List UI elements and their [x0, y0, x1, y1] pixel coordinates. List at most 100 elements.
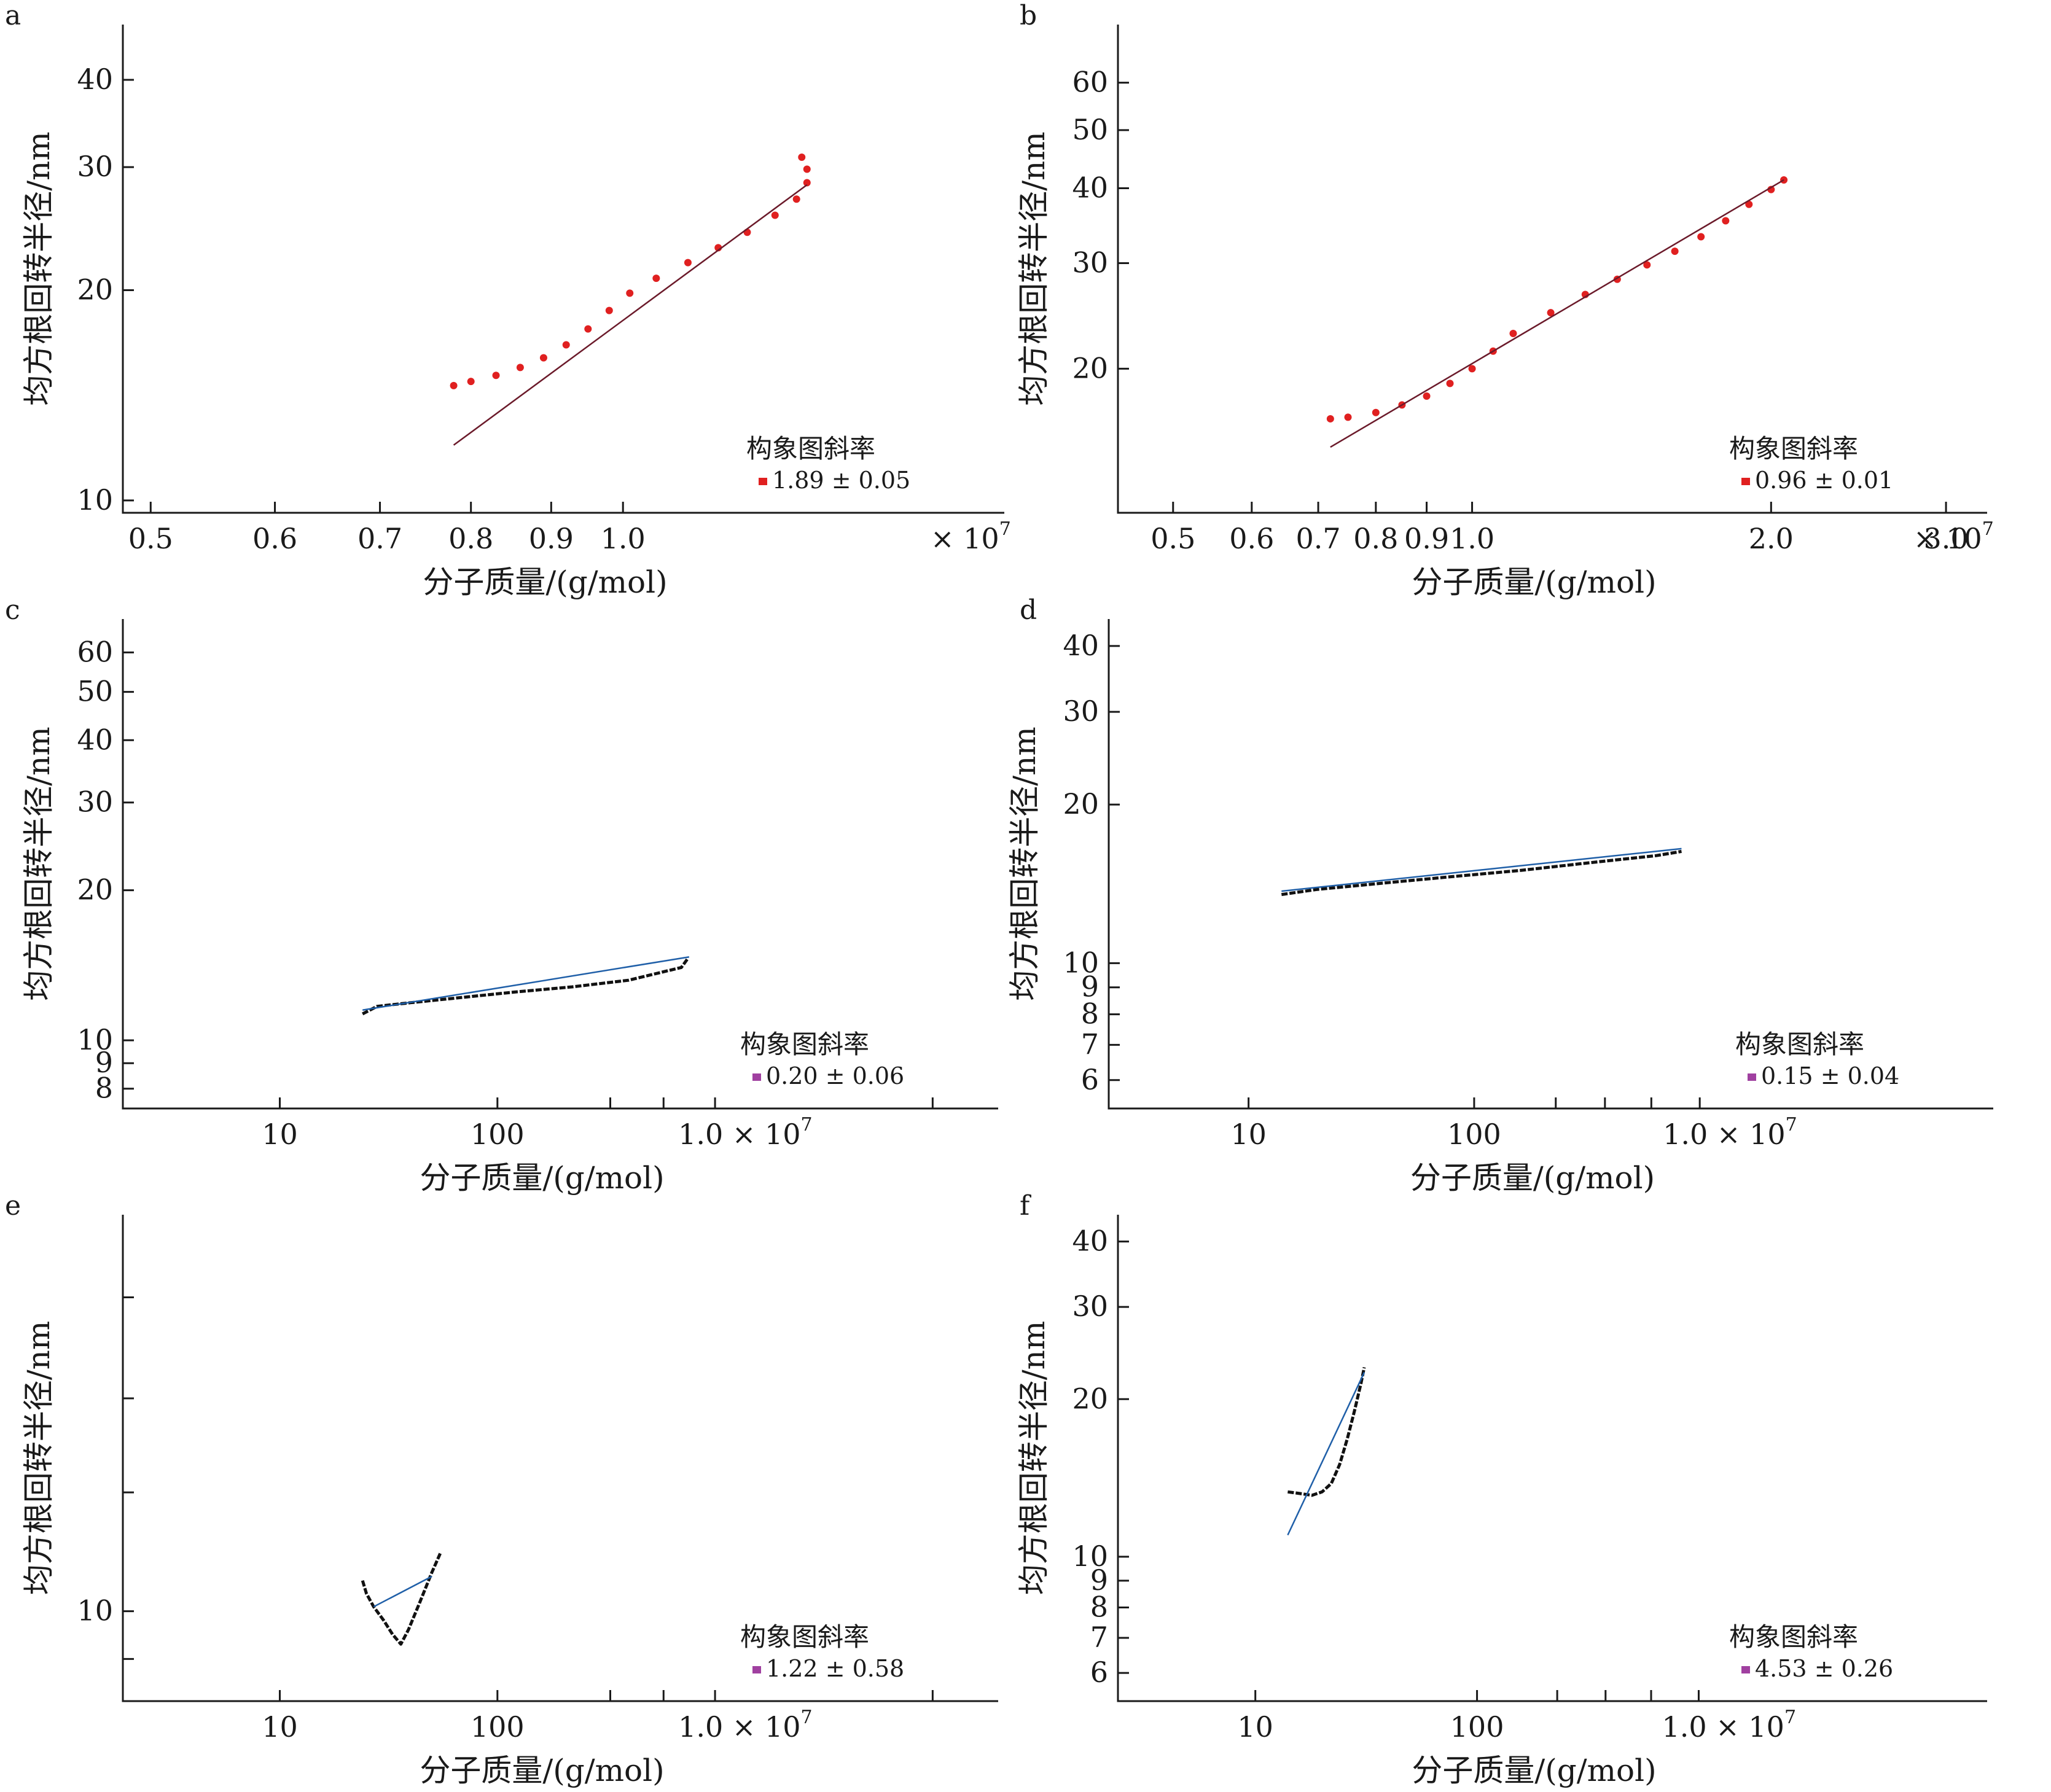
axis-lines [122, 25, 1004, 514]
x-tick-label: 1.0 × 107 [678, 1707, 813, 1743]
y-tick-label: 40 [77, 63, 113, 96]
fit-line [1281, 847, 1682, 892]
axis-lines [1108, 619, 1993, 1110]
data-point [467, 378, 475, 386]
y-tick-label: 10 [1072, 1540, 1108, 1573]
data-point [792, 195, 800, 203]
y-tick-label: 9 [95, 1046, 113, 1079]
y-tick-label: 30 [1063, 695, 1099, 728]
y-tick-label: 30 [77, 785, 113, 819]
panel-a: a 10 20 30 40 0.5 0.6 0.7 0.8 0.9 1.0 × 107 分子质量/(g/… [5, 0, 1011, 600]
x-tick-label: 1.0 × 107 [1662, 1707, 1796, 1743]
y-tick-label: 6 [1090, 1656, 1108, 1689]
y-tick-label: 50 [1072, 113, 1108, 146]
y-axis-title: 均方根回转半径/nm [21, 131, 57, 405]
panel-letter: d [1020, 594, 1037, 626]
data-point [1509, 329, 1517, 337]
data-point [539, 354, 547, 362]
axis-lines [122, 619, 998, 1110]
x-tick-label: 1.0 [601, 522, 646, 555]
y-tick-label: 30 [1072, 1290, 1108, 1323]
data-point [803, 165, 811, 173]
x-tick-label: 10 [1237, 1710, 1273, 1743]
panel-b: b 20 30 40 50 60 0.5 0.6 0.7 0.8 0.9 1.0 2.0 3.0× 107… [1016, 0, 1994, 600]
y-tick-label: 30 [77, 150, 113, 183]
x-tick-label: 0.9 [1404, 522, 1449, 555]
x-tick-label: 100 [1447, 1118, 1501, 1151]
x-tick-label: 1.0 × 107 [678, 1114, 813, 1151]
y-tick-label: 20 [77, 873, 113, 906]
fit-line [362, 956, 690, 1011]
x-axis-title: 分子质量/(g/mol) [420, 1753, 664, 1788]
y-tick-label: 9 [1090, 1564, 1108, 1597]
data-point [605, 306, 613, 314]
legend-marker [752, 1666, 761, 1673]
y-axis-title: 均方根回转半径/nm [21, 1321, 57, 1595]
y-tick-label: 60 [1072, 66, 1108, 99]
data-point [798, 153, 806, 161]
x-axis-title: 分子质量/(g/mol) [1410, 1160, 1655, 1196]
x-multiplier: × 107 [931, 518, 1011, 555]
x-tick-label: 0.6 [252, 522, 297, 555]
data-point [1423, 392, 1431, 400]
data-point [1446, 380, 1454, 388]
x-tick-label: 1.0 × 107 [1663, 1114, 1797, 1151]
x-tick-label: 0.5 [1151, 522, 1195, 555]
data-series [362, 957, 689, 1016]
panel-letter: f [1020, 1190, 1031, 1221]
legend-title: 构象图斜率 [740, 1622, 869, 1652]
panel-letter: c [5, 594, 20, 626]
legend-value: 0.96 ± 0.01 [1755, 467, 1893, 494]
legend-marker [759, 478, 767, 485]
y-tick-label: 20 [1063, 787, 1099, 820]
legend-marker [752, 1073, 761, 1081]
y-axis-title: 均方根回转半径/nm [1016, 131, 1052, 405]
y-tick-label: 7 [1081, 1027, 1099, 1061]
x-tick-label: 100 [471, 1118, 525, 1151]
data-point [1671, 247, 1679, 255]
data-point [1745, 200, 1753, 208]
data-series [1287, 1367, 1366, 1497]
panel-letter: b [1020, 0, 1037, 31]
x-tick-label: 100 [471, 1710, 525, 1743]
fit-line [453, 184, 808, 446]
data-point [1372, 408, 1380, 416]
data-point [1468, 365, 1476, 373]
legend-value: 1.22 ± 0.58 [766, 1655, 904, 1682]
legend-value: 0.15 ± 0.04 [1761, 1062, 1899, 1089]
y-tick-label: 10 [77, 1023, 113, 1056]
x-axis-title: 分子质量/(g/mol) [420, 1160, 664, 1196]
x-tick-label: 2.0 [1749, 522, 1794, 555]
y-tick-label: 20 [77, 273, 113, 306]
data-point [1722, 217, 1730, 225]
legend-marker [1748, 1073, 1756, 1081]
data-point [1643, 261, 1651, 269]
data-point [684, 259, 692, 267]
data-point [450, 381, 458, 389]
data-point [492, 372, 500, 380]
axis-lines [1117, 25, 1987, 514]
y-tick-label: 10 [77, 483, 113, 516]
legend-value: 1.89 ± 0.05 [772, 467, 910, 494]
data-series [1281, 849, 1682, 897]
y-tick-label: 40 [77, 723, 113, 756]
y-tick-label: 50 [77, 675, 113, 708]
fit-line [1287, 1372, 1365, 1536]
data-point [516, 364, 524, 372]
fit-line [373, 1575, 432, 1608]
x-tick-label: 3.0 [1923, 522, 1968, 555]
x-axis-title: 分子质量/(g/mol) [1412, 564, 1656, 600]
x-tick-label: 10 [1230, 1118, 1267, 1151]
data-point [1326, 415, 1334, 423]
panel-e: e 10 10 100 1.0 × 107 分子质量/(g/mol) 均方根回转半径/nm 构… [5, 1190, 998, 1788]
data-point [1697, 233, 1705, 241]
legend-title: 构象图斜率 [746, 434, 875, 464]
x-tick-label: 0.7 [357, 522, 402, 555]
panel-letter: e [5, 1190, 21, 1221]
x-tick-label: 0.9 [529, 522, 574, 555]
x-tick-label: 10 [262, 1710, 298, 1743]
y-tick-label: 40 [1072, 171, 1108, 205]
